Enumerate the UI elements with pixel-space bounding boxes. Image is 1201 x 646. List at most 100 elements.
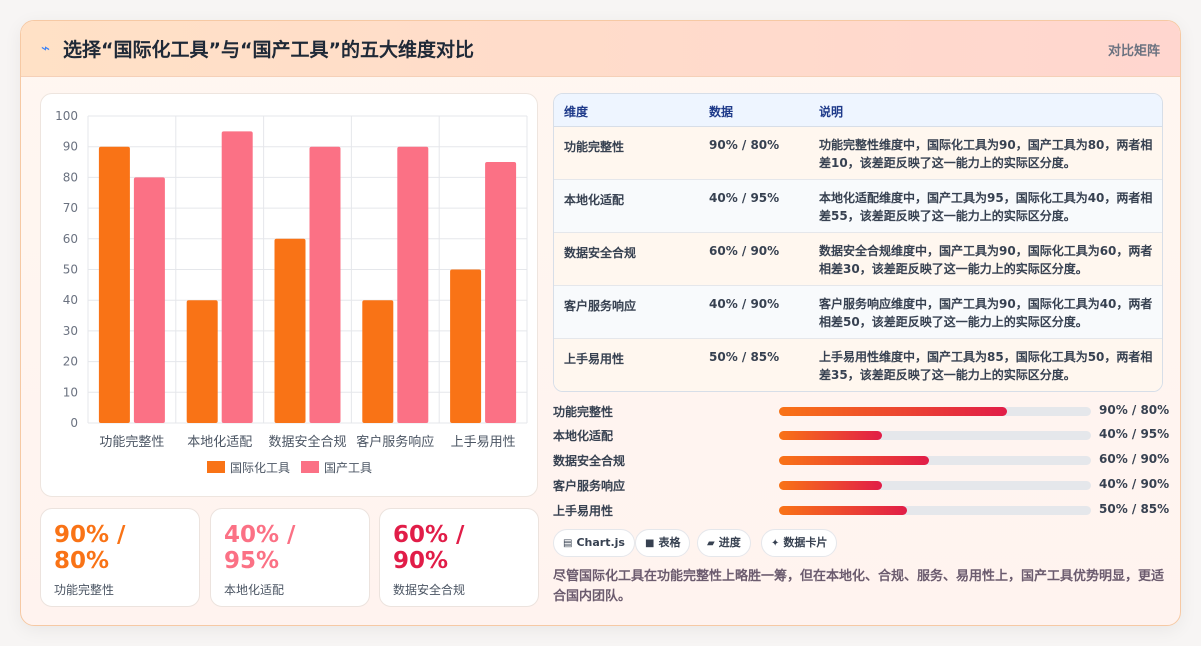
progress-value: 60% / 90%: [1099, 452, 1170, 466]
stat-value: 40% / 95%: [224, 522, 296, 574]
table-row: 功能完整性 90% / 80% 功能完整性维度中，国际化工具为90，国产工具为8…: [554, 127, 1162, 180]
bar-chart-svg: 0 10 20 30 40 50 60 70 80 90 100 功能完整性 本地化适配 数据安全合规 客户…: [55, 109, 528, 475]
progress-label: 功能完整性: [553, 405, 614, 419]
progress-track: [779, 506, 1091, 515]
y-tick-label: 0: [70, 416, 78, 430]
table-cell-dimension: 本地化适配: [564, 193, 625, 207]
stat-card-2: 40% / 95% 本地化适配: [210, 508, 370, 607]
progress-icon: ▰: [707, 538, 715, 549]
legend-label: 国产工具: [324, 461, 372, 475]
y-tick-label: 50: [63, 263, 78, 277]
y-tick-label: 10: [63, 385, 78, 399]
y-tick-label: 70: [63, 201, 78, 215]
table-cell-dimension: 功能完整性: [564, 140, 625, 154]
table-row: 本地化适配 40% / 95% 本地化适配维度中，国产工具为95，国际化工具为4…: [554, 180, 1162, 233]
stat-value: 60% / 90%: [393, 522, 465, 574]
progress-fill: [779, 456, 929, 465]
stat-label: 数据安全合规: [393, 583, 466, 597]
chip-table[interactable]: ■ 表格: [635, 529, 691, 557]
progress-fill: [779, 481, 882, 490]
chip-progress[interactable]: ▰ 进度: [697, 529, 751, 557]
y-tick-label: 40: [63, 293, 78, 307]
progress-row: 上手易用性 50% / 85%: [553, 501, 1169, 519]
table-cell-data: 60% / 90%: [709, 244, 780, 258]
page-title: 选择“国际化工具”与“国产工具”的五大维度对比: [63, 39, 474, 61]
sparkle-icon: ✦: [771, 538, 780, 549]
progress-fill: [779, 431, 882, 440]
bar-domestic: [397, 146, 429, 423]
stat-label: 本地化适配: [224, 583, 285, 597]
progress-row: 数据安全合规 60% / 90%: [553, 451, 1169, 469]
stat-value: 90% / 80%: [54, 522, 126, 574]
table-header-description: 说明: [819, 105, 844, 119]
x-tick-label: 客户服务响应: [356, 434, 434, 450]
y-tick-label: 80: [63, 170, 78, 184]
progress-label: 数据安全合规: [553, 454, 626, 468]
bar-international: [450, 269, 482, 423]
table-cell-data: 40% / 90%: [709, 297, 780, 311]
comparison-table: 维度 数据 说明 功能完整性 90% / 80% 功能完整性维度中，国际化工具为…: [553, 93, 1163, 392]
link-icon: ⌁: [41, 39, 51, 57]
chip-chartjs[interactable]: ▤ Chart.js: [553, 529, 635, 557]
progress-fill: [779, 506, 907, 515]
x-tick-label: 功能完整性: [99, 435, 164, 450]
y-tick-label: 60: [63, 232, 78, 246]
header-tag: 对比矩阵: [1107, 44, 1160, 59]
table-cell-description: 功能完整性维度中，国际化工具为90，国产工具为80，两者相差10，该差距反映了这…: [819, 138, 1153, 170]
bar-domestic: [485, 162, 517, 424]
chip-label: 数据卡片: [783, 536, 828, 549]
table-cell-description: 上手易用性维度中，国产工具为85，国际化工具为50，两者相差35，该差距反映了这…: [819, 350, 1153, 382]
progress-track: [779, 407, 1091, 416]
progress-value: 40% / 95%: [1099, 427, 1170, 441]
table-icon: ■: [645, 538, 655, 549]
y-tick-label: 30: [63, 324, 78, 338]
summary-text: 尽管国际化工具在功能完整性上略胜一筹，但在本地化、合规、服务、易用性上，国产工具…: [553, 569, 1165, 604]
chart-icon: ▤: [563, 538, 573, 549]
progress-row: 功能完整性 90% / 80%: [553, 402, 1169, 420]
table-header-data: 数据: [709, 105, 734, 119]
progress-label: 客户服务响应: [553, 479, 626, 493]
card-header: ⌁ 选择“国际化工具”与“国产工具”的五大维度对比 对比矩阵: [21, 21, 1180, 77]
x-tick-label: 数据安全合规: [268, 434, 346, 450]
bar-international: [98, 146, 130, 423]
table-row: 上手易用性 50% / 85% 上手易用性维度中，国产工具为85，国际化工具为5…: [554, 339, 1162, 391]
progress-label: 上手易用性: [553, 504, 614, 518]
y-tick-label: 100: [55, 109, 78, 123]
table-cell-description: 本地化适配维度中，国产工具为95，国际化工具为40，两者相差55，该差距反映了这…: [819, 191, 1153, 223]
bar-domestic: [309, 146, 341, 423]
table-header: 维度 数据 说明: [554, 94, 1162, 127]
comparison-card: ⌁ 选择“国际化工具”与“国产工具”的五大维度对比 对比矩阵 0 10 20 30 40…: [20, 20, 1181, 626]
progress-value: 90% / 80%: [1099, 403, 1170, 417]
x-tick-label: 上手易用性: [451, 435, 516, 450]
legend-label: 国际化工具: [230, 461, 290, 475]
stat-card-3: 60% / 90% 数据安全合规: [379, 508, 539, 607]
table-row: 客户服务响应 40% / 90% 客户服务响应维度中，国产工具为90，国际化工具…: [554, 286, 1162, 339]
table-cell-data: 90% / 80%: [709, 138, 780, 152]
progress-row: 本地化适配 40% / 95%: [553, 426, 1169, 444]
table-cell-description: 客户服务响应维度中，国产工具为90，国际化工具为40，两者相差50，该差距反映了…: [819, 297, 1153, 329]
table-row: 数据安全合规 60% / 90% 数据安全合规维度中，国产工具为90，国际化工具…: [554, 233, 1162, 286]
chip-data-card[interactable]: ✦ 数据卡片: [761, 529, 838, 557]
bar-domestic: [133, 177, 165, 423]
bar-international: [186, 300, 218, 423]
bar-domestic: [221, 131, 253, 423]
legend-swatch: [207, 461, 225, 473]
table-cell-dimension: 客户服务响应: [564, 299, 637, 313]
stat-label: 功能完整性: [54, 583, 115, 597]
chip-label: 进度: [718, 536, 741, 549]
chip-label: 表格: [658, 536, 681, 549]
y-tick-label: 90: [63, 140, 78, 154]
table-cell-data: 40% / 95%: [709, 191, 780, 205]
table-cell-data: 50% / 85%: [709, 350, 780, 364]
legend-swatch: [301, 461, 319, 473]
bar-international: [362, 300, 394, 423]
table-cell-dimension: 数据安全合规: [564, 246, 637, 260]
progress-value: 50% / 85%: [1099, 502, 1170, 516]
progress-label: 本地化适配: [553, 429, 614, 443]
progress-track: [779, 431, 1091, 440]
progress-track: [779, 456, 1091, 465]
table-header-dimension: 维度: [564, 105, 589, 119]
x-tick-label: 本地化适配: [187, 435, 252, 450]
progress-track: [779, 481, 1091, 490]
table-cell-description: 数据安全合规维度中，国产工具为90，国际化工具为60，两者相差30，该差距反映了…: [819, 244, 1153, 276]
